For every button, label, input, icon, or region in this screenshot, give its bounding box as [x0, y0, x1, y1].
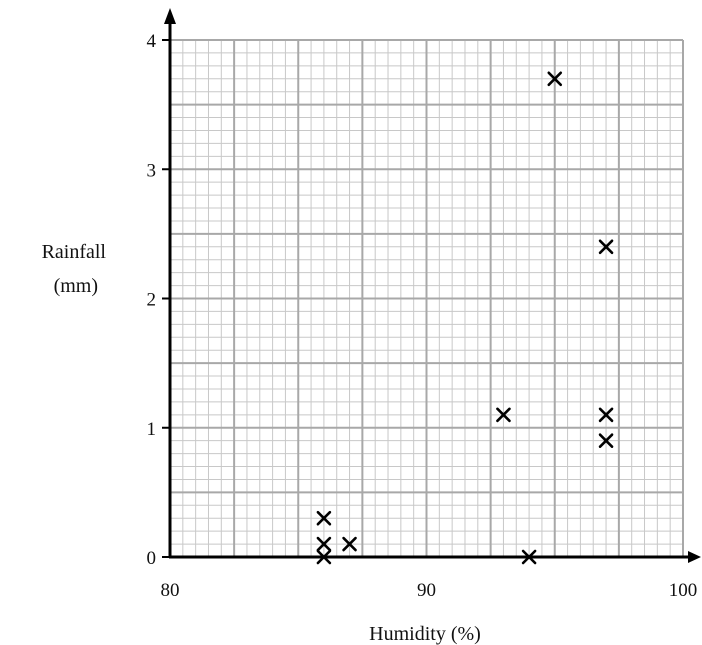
data-point-stroke — [521, 549, 537, 565]
data-point-stroke — [598, 407, 614, 423]
y-tick-label: 4 — [147, 31, 157, 52]
data-point-stroke — [598, 239, 614, 255]
data-point — [316, 549, 332, 565]
data-point — [316, 536, 332, 552]
y-tick-label: 2 — [147, 290, 157, 311]
y-tick-label: 0 — [147, 548, 157, 569]
data-point — [598, 407, 614, 423]
x-axis-title: Humidity (%) — [369, 623, 481, 645]
data-point — [598, 433, 614, 448]
y-axis-title-line-1: Rainfall — [42, 241, 107, 263]
data-point-stroke — [316, 510, 332, 526]
x-axis-arrowhead — [688, 551, 701, 563]
data-point-stroke — [598, 433, 614, 448]
data-point — [316, 510, 332, 526]
data-point-stroke — [496, 407, 511, 423]
x-tick-label: 100 — [669, 580, 698, 601]
data-point-stroke — [316, 536, 332, 552]
data-point-stroke — [547, 71, 563, 87]
data-point — [547, 71, 563, 87]
data-point — [342, 536, 357, 552]
x-tick-labels: 80 90 100 — [161, 580, 698, 601]
y-tick-label: 3 — [147, 160, 157, 181]
data-point — [598, 239, 614, 255]
data-point-stroke — [316, 549, 332, 565]
data-point — [521, 549, 537, 565]
y-axis-arrowhead — [164, 8, 176, 24]
y-tick-labels: 0 1 2 3 4 — [147, 31, 170, 569]
y-axis-title-line-2: (mm) — [54, 275, 98, 297]
data-points — [316, 71, 614, 565]
y-tick-label: 1 — [147, 419, 157, 440]
x-tick-label: 80 — [161, 580, 180, 601]
data-point-stroke — [342, 536, 357, 552]
axes — [164, 8, 701, 563]
x-tick-label: 90 — [417, 580, 436, 601]
data-point — [496, 407, 511, 423]
